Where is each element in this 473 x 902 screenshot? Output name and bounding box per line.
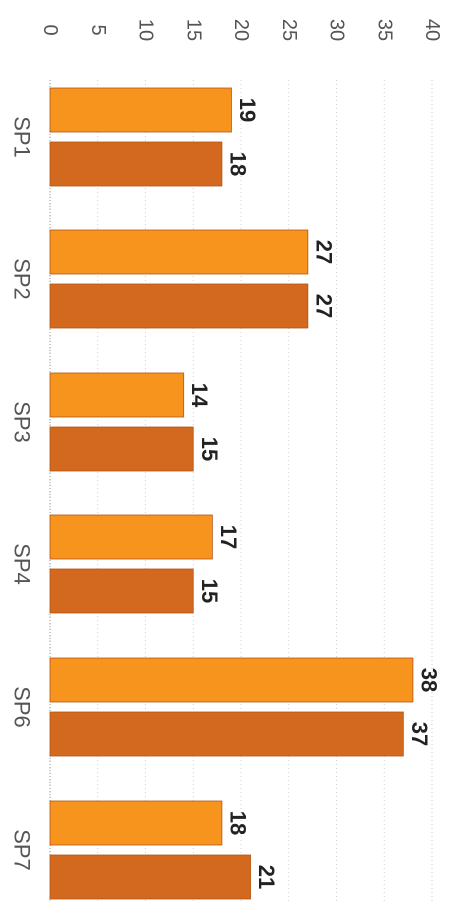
data-label: 17	[216, 525, 241, 549]
tick-label: 40	[421, 19, 443, 41]
data-label: 14	[187, 383, 212, 408]
data-label: 15	[197, 437, 222, 461]
bar-sp1-series-2	[49, 141, 223, 187]
bar-sp2-series-1	[49, 229, 309, 275]
bar-sp7-series-1	[49, 800, 223, 846]
tick-label: 10	[135, 19, 157, 41]
bar-sp3-series-1	[49, 372, 185, 418]
tick-label: 30	[326, 19, 348, 41]
bar-sp6-series-1	[49, 657, 414, 703]
bar-sp3-series-2	[49, 426, 194, 472]
tick-label: 5	[87, 24, 109, 35]
category-labels: SP1 SP2 SP3 SP4 SP6 SP7	[10, 116, 35, 871]
category-label-sp6: SP6	[10, 686, 35, 728]
grid-lines	[49, 80, 433, 902]
tick-label: 35	[373, 19, 395, 41]
data-label: 27	[311, 294, 336, 318]
bars	[49, 87, 414, 900]
bar-sp2-series-2	[49, 283, 309, 329]
category-label-sp2: SP2	[10, 258, 35, 300]
bar-sp7-series-2	[49, 854, 251, 900]
category-label-sp3: SP3	[10, 401, 35, 443]
data-label: 18	[225, 152, 250, 176]
bar-sp6-series-2	[49, 711, 404, 757]
data-label: 21	[254, 865, 279, 889]
data-label: 37	[407, 722, 432, 746]
value-axis-ticks: 0 5 10 15 20 25 30 35 40	[39, 19, 443, 41]
data-label: 18	[225, 811, 250, 835]
bar-sp4-series-1	[49, 514, 213, 560]
data-label: 19	[235, 98, 260, 122]
tick-label: 20	[230, 19, 252, 41]
category-label-sp1: SP1	[10, 116, 35, 158]
bar-sp1-series-1	[49, 87, 232, 133]
category-label-sp4: SP4	[10, 543, 35, 585]
data-labels: 19 18 27 27 14 15 17 15 38 37 18 21	[187, 98, 441, 889]
tick-label: 25	[278, 19, 300, 41]
data-label: 38	[416, 668, 441, 692]
tick-label: 0	[39, 24, 61, 35]
data-label: 27	[311, 240, 336, 264]
tick-label: 15	[182, 19, 204, 41]
bar-sp4-series-2	[49, 568, 194, 614]
category-label-sp7: SP7	[10, 829, 35, 871]
data-label: 15	[197, 579, 222, 603]
